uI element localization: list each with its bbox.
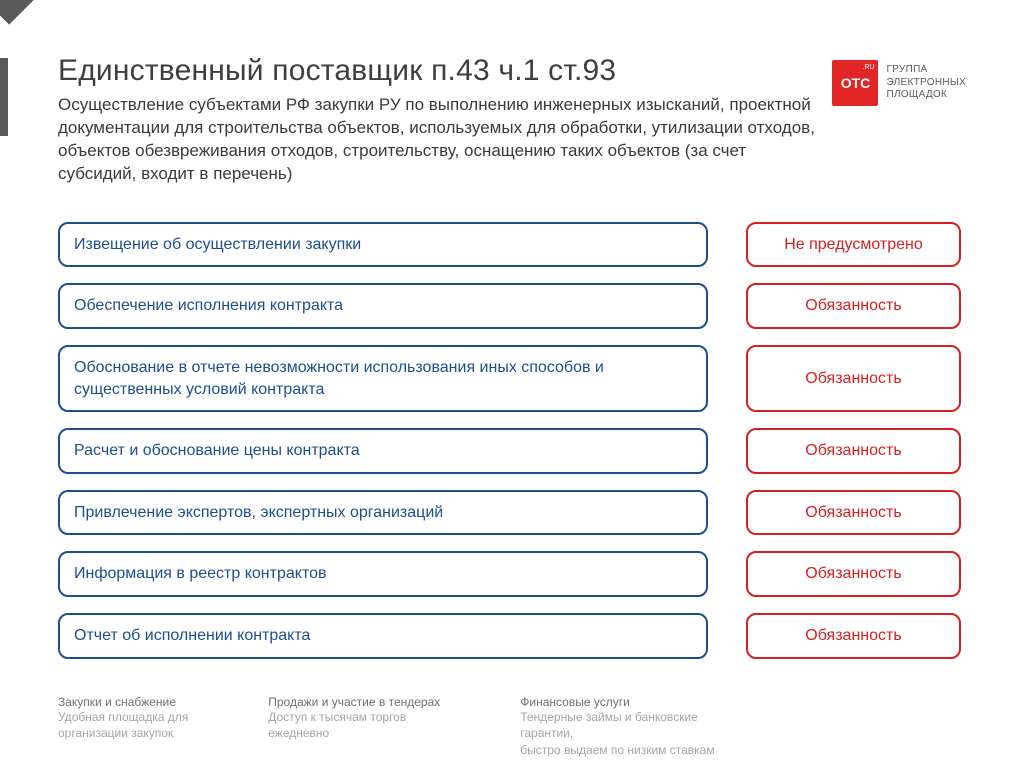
- status-pill: Обязанность: [746, 490, 961, 536]
- footer-head: Финансовые услуги: [520, 695, 714, 709]
- footer-column: Финансовые услугиТендерные займы и банко…: [520, 695, 714, 759]
- row-pair: Расчет и обоснование цены контракта Обяза…: [58, 428, 966, 474]
- page-title: Единственный поставщик п.43 ч.1 ст.93: [58, 54, 818, 88]
- logo-line-1: ГРУППА: [886, 64, 927, 75]
- row-pair: Обеспечение исполнения контракта Обязанно…: [58, 283, 966, 329]
- footer-column: Продажи и участие в тендерахДоступ к тыс…: [268, 695, 440, 759]
- requirement-pill: Информация в реестр контрактов: [58, 551, 708, 597]
- page-subtitle: Осуществление субъектами РФ закупки РУ п…: [58, 94, 818, 186]
- status-pill: Обязанность: [746, 551, 961, 597]
- status-pill: Обязанность: [746, 283, 961, 329]
- footer-line: ежедневно: [268, 725, 440, 742]
- logo-badge-text: OTC: [841, 75, 871, 91]
- row-pair: Извещение об осуществлении закупки Не пре…: [58, 222, 966, 268]
- footer-line: быстро выдаем по низким ставкам: [520, 742, 714, 759]
- logo-line-3: ПЛОЩАДОК: [886, 89, 947, 100]
- corner-accent: [0, 0, 36, 25]
- status-pill: Не предусмотрено: [746, 222, 961, 268]
- rows-container: Извещение об осуществлении закупки Не пре…: [58, 222, 966, 659]
- footer-line: Удобная площадка для: [58, 709, 188, 726]
- logo-line-2: ЭЛЕКТРОННЫХ: [886, 77, 966, 88]
- footer: Закупки и снабжениеУдобная площадка дляо…: [58, 695, 966, 759]
- requirement-pill: Отчет об исполнении контракта: [58, 613, 708, 659]
- footer-line: Тендерные займы и банковские: [520, 709, 714, 726]
- requirement-pill: Извещение об осуществлении закупки: [58, 222, 708, 268]
- requirement-pill: Расчет и обоснование цены контракта: [58, 428, 708, 474]
- status-pill: Обязанность: [746, 345, 961, 412]
- status-pill: Обязанность: [746, 613, 961, 659]
- logo-text: ГРУППА ЭЛЕКТРОННЫХ ПЛОЩАДОК: [886, 64, 966, 102]
- slide: Единственный поставщик п.43 ч.1 ст.93 Ос…: [0, 0, 1024, 767]
- requirement-pill: Обоснование в отчете невозможности испол…: [58, 345, 708, 412]
- logo-badge-corner: .RU: [862, 64, 874, 71]
- row-pair: Информация в реестр контрактов Обязанност…: [58, 551, 966, 597]
- footer-head: Закупки и снабжение: [58, 695, 188, 709]
- footer-line: Доступ к тысячам торгов: [268, 709, 440, 726]
- requirement-pill: Обеспечение исполнения контракта: [58, 283, 708, 329]
- footer-line: организации закупок: [58, 725, 188, 742]
- status-pill: Обязанность: [746, 428, 961, 474]
- footer-head: Продажи и участие в тендерах: [268, 695, 440, 709]
- title-block: Единственный поставщик п.43 ч.1 ст.93 Ос…: [58, 54, 818, 186]
- side-accent: [0, 58, 8, 136]
- footer-line: гарантии,: [520, 725, 714, 742]
- header: Единственный поставщик п.43 ч.1 ст.93 Ос…: [58, 54, 966, 186]
- row-pair: Обоснование в отчете невозможности испол…: [58, 345, 966, 412]
- footer-column: Закупки и снабжениеУдобная площадка дляо…: [58, 695, 188, 759]
- requirement-pill: Привлечение экспертов, экспертных органи…: [58, 490, 708, 536]
- row-pair: Отчет об исполнении контракта Обязанность: [58, 613, 966, 659]
- logo: OTC .RU ГРУППА ЭЛЕКТРОННЫХ ПЛОЩАДОК: [832, 54, 966, 106]
- row-pair: Привлечение экспертов, экспертных органи…: [58, 490, 966, 536]
- logo-badge: OTC .RU: [832, 60, 878, 106]
